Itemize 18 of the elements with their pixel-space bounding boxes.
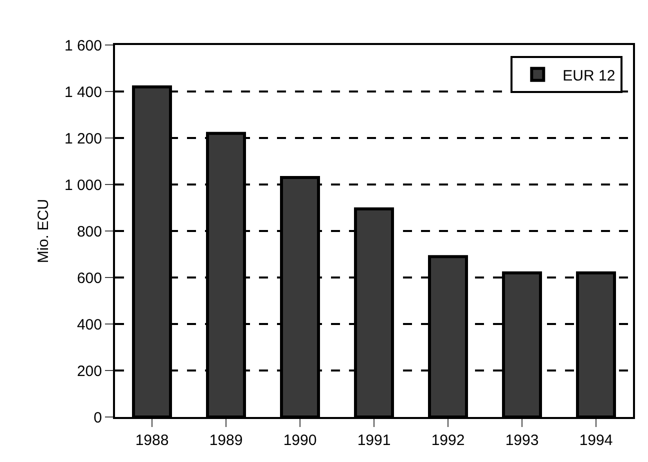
x-tick-label: 1988	[135, 432, 169, 449]
y-tick-label: 1 600	[64, 37, 102, 54]
y-tick-label: 600	[76, 270, 102, 287]
x-tick-label: 1991	[357, 432, 391, 449]
x-tick-label: 1990	[283, 432, 317, 449]
x-tick-label: 1993	[505, 432, 539, 449]
y-tick-label: 0	[94, 409, 102, 426]
y-tick-label: 1 200	[64, 130, 102, 148]
y-axis-title: Mio. ECU	[35, 198, 52, 264]
y-tick-label: 200	[76, 362, 102, 380]
y-tick-label: 400	[76, 316, 102, 334]
y-tick-label: 1 000	[64, 176, 102, 194]
y-tick-label: 1 400	[64, 84, 102, 101]
x-tick-label: 1992	[431, 432, 465, 449]
legend-label: EUR 12	[562, 67, 616, 84]
x-tick-label: 1994	[579, 432, 613, 449]
x-tick-label: 1989	[209, 432, 243, 449]
y-tick-label: 800	[76, 223, 102, 240]
